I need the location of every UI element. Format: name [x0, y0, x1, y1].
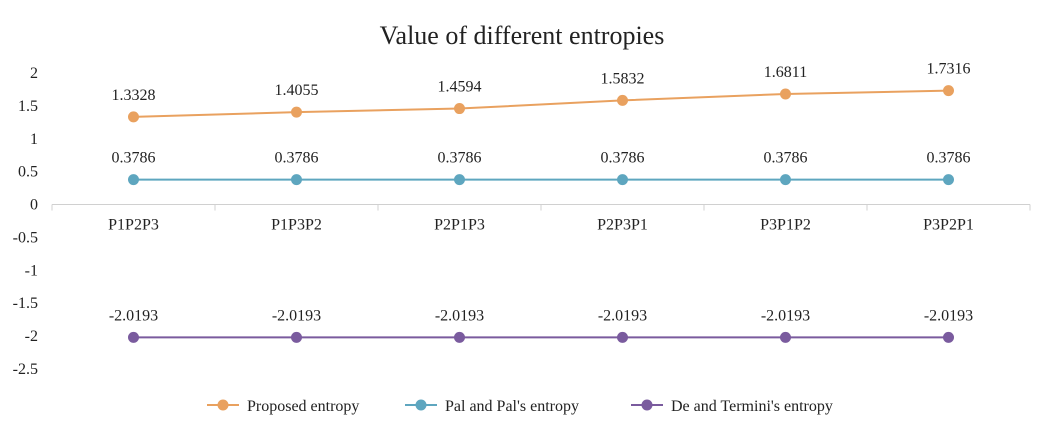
- y-tick-label: -1.5: [13, 295, 38, 312]
- data-label: 1.3328: [112, 87, 156, 104]
- x-tick-label: P1P2P3: [108, 217, 159, 234]
- data-point: [617, 331, 628, 343]
- data-point: [128, 331, 139, 343]
- data-label: 0.3786: [927, 150, 971, 167]
- data-label: 0.3786: [275, 150, 319, 167]
- data-label: -2.0193: [272, 307, 321, 324]
- data-label: 1.5832: [601, 70, 645, 87]
- legend-label: Pal and Pal's entropy: [445, 398, 579, 415]
- legend-label: De and Termini's entropy: [671, 398, 833, 415]
- data-label: -2.0193: [761, 307, 810, 324]
- data-label: 0.3786: [764, 150, 808, 167]
- y-tick-label: -2: [25, 328, 38, 345]
- x-tick-label: P3P1P2: [760, 217, 811, 234]
- data-point: [780, 331, 791, 343]
- series-line: [133, 89, 949, 118]
- data-point: [943, 331, 954, 343]
- data-point: [128, 111, 139, 123]
- data-point: [128, 174, 139, 186]
- legend-marker: [415, 399, 427, 411]
- y-tick-label: 2: [30, 65, 38, 82]
- x-tick-label: P3P2P1: [923, 217, 974, 234]
- chart-legend: Proposed entropy Pal and Pal's entropy De …: [207, 398, 833, 415]
- legend-marker: [217, 399, 229, 411]
- data-point: [291, 331, 302, 343]
- data-point: [943, 85, 954, 97]
- y-tick-label: -0.5: [13, 229, 38, 246]
- data-label: 1.7316: [927, 61, 971, 78]
- data-point: [617, 94, 628, 106]
- legend-marker: [641, 399, 653, 411]
- legend-label: Proposed entropy: [247, 398, 359, 415]
- chart-title: Value of different entropies: [380, 21, 665, 50]
- series-1: 0.3786 0.3786 0.3786 0.3786 0.3786 0.3786: [112, 150, 971, 186]
- legend-item: Pal and Pal's entropy: [405, 398, 579, 415]
- data-label: 1.6811: [764, 64, 807, 81]
- data-label: -2.0193: [598, 307, 647, 324]
- data-point: [454, 331, 465, 343]
- data-label: -2.0193: [109, 307, 158, 324]
- y-tick-label: 0: [30, 197, 38, 214]
- y-tick-label: 0.5: [18, 164, 38, 181]
- data-point: [943, 174, 954, 186]
- y-tick-label: -1: [25, 262, 38, 279]
- chart-axes: 2 1.5 1 0.5 0 -0.5 -1 -1.5 -2 -2.5 P1P2P3 P1P3P2 P2P…: [13, 65, 1031, 378]
- data-point: [291, 106, 302, 118]
- data-point: [291, 174, 302, 186]
- data-point: [780, 88, 791, 100]
- y-tick-label: 1: [30, 131, 38, 148]
- data-label: 1.4594: [438, 79, 482, 96]
- x-tick-label: P1P3P2: [271, 217, 322, 234]
- data-label: -2.0193: [924, 307, 973, 324]
- y-tick-label: 1.5: [18, 98, 38, 115]
- series-0: 1.3328 1.4055 1.4594 1.5832 1.6811 1.7316: [112, 61, 971, 123]
- legend-item: De and Termini's entropy: [631, 398, 833, 415]
- series-2: -2.0193 -2.0193 -2.0193 -2.0193 -2.0193 -2.01…: [109, 307, 973, 343]
- data-label: 0.3786: [112, 150, 156, 167]
- data-label: 1.4055: [275, 82, 319, 99]
- data-point: [780, 174, 791, 186]
- data-point: [454, 174, 465, 186]
- data-point: [454, 103, 465, 115]
- x-tick-label: P2P3P1: [597, 217, 648, 234]
- chart-series: 1.3328 1.4055 1.4594 1.5832 1.6811 1.7316 0.37…: [109, 61, 973, 343]
- data-label: 0.3786: [601, 150, 645, 167]
- data-point: [617, 174, 628, 186]
- x-tick-label: P2P1P3: [434, 217, 485, 234]
- data-label: 0.3786: [438, 150, 482, 167]
- y-tick-label: -2.5: [13, 361, 38, 378]
- legend-item: Proposed entropy: [207, 398, 359, 415]
- data-label: -2.0193: [435, 307, 484, 324]
